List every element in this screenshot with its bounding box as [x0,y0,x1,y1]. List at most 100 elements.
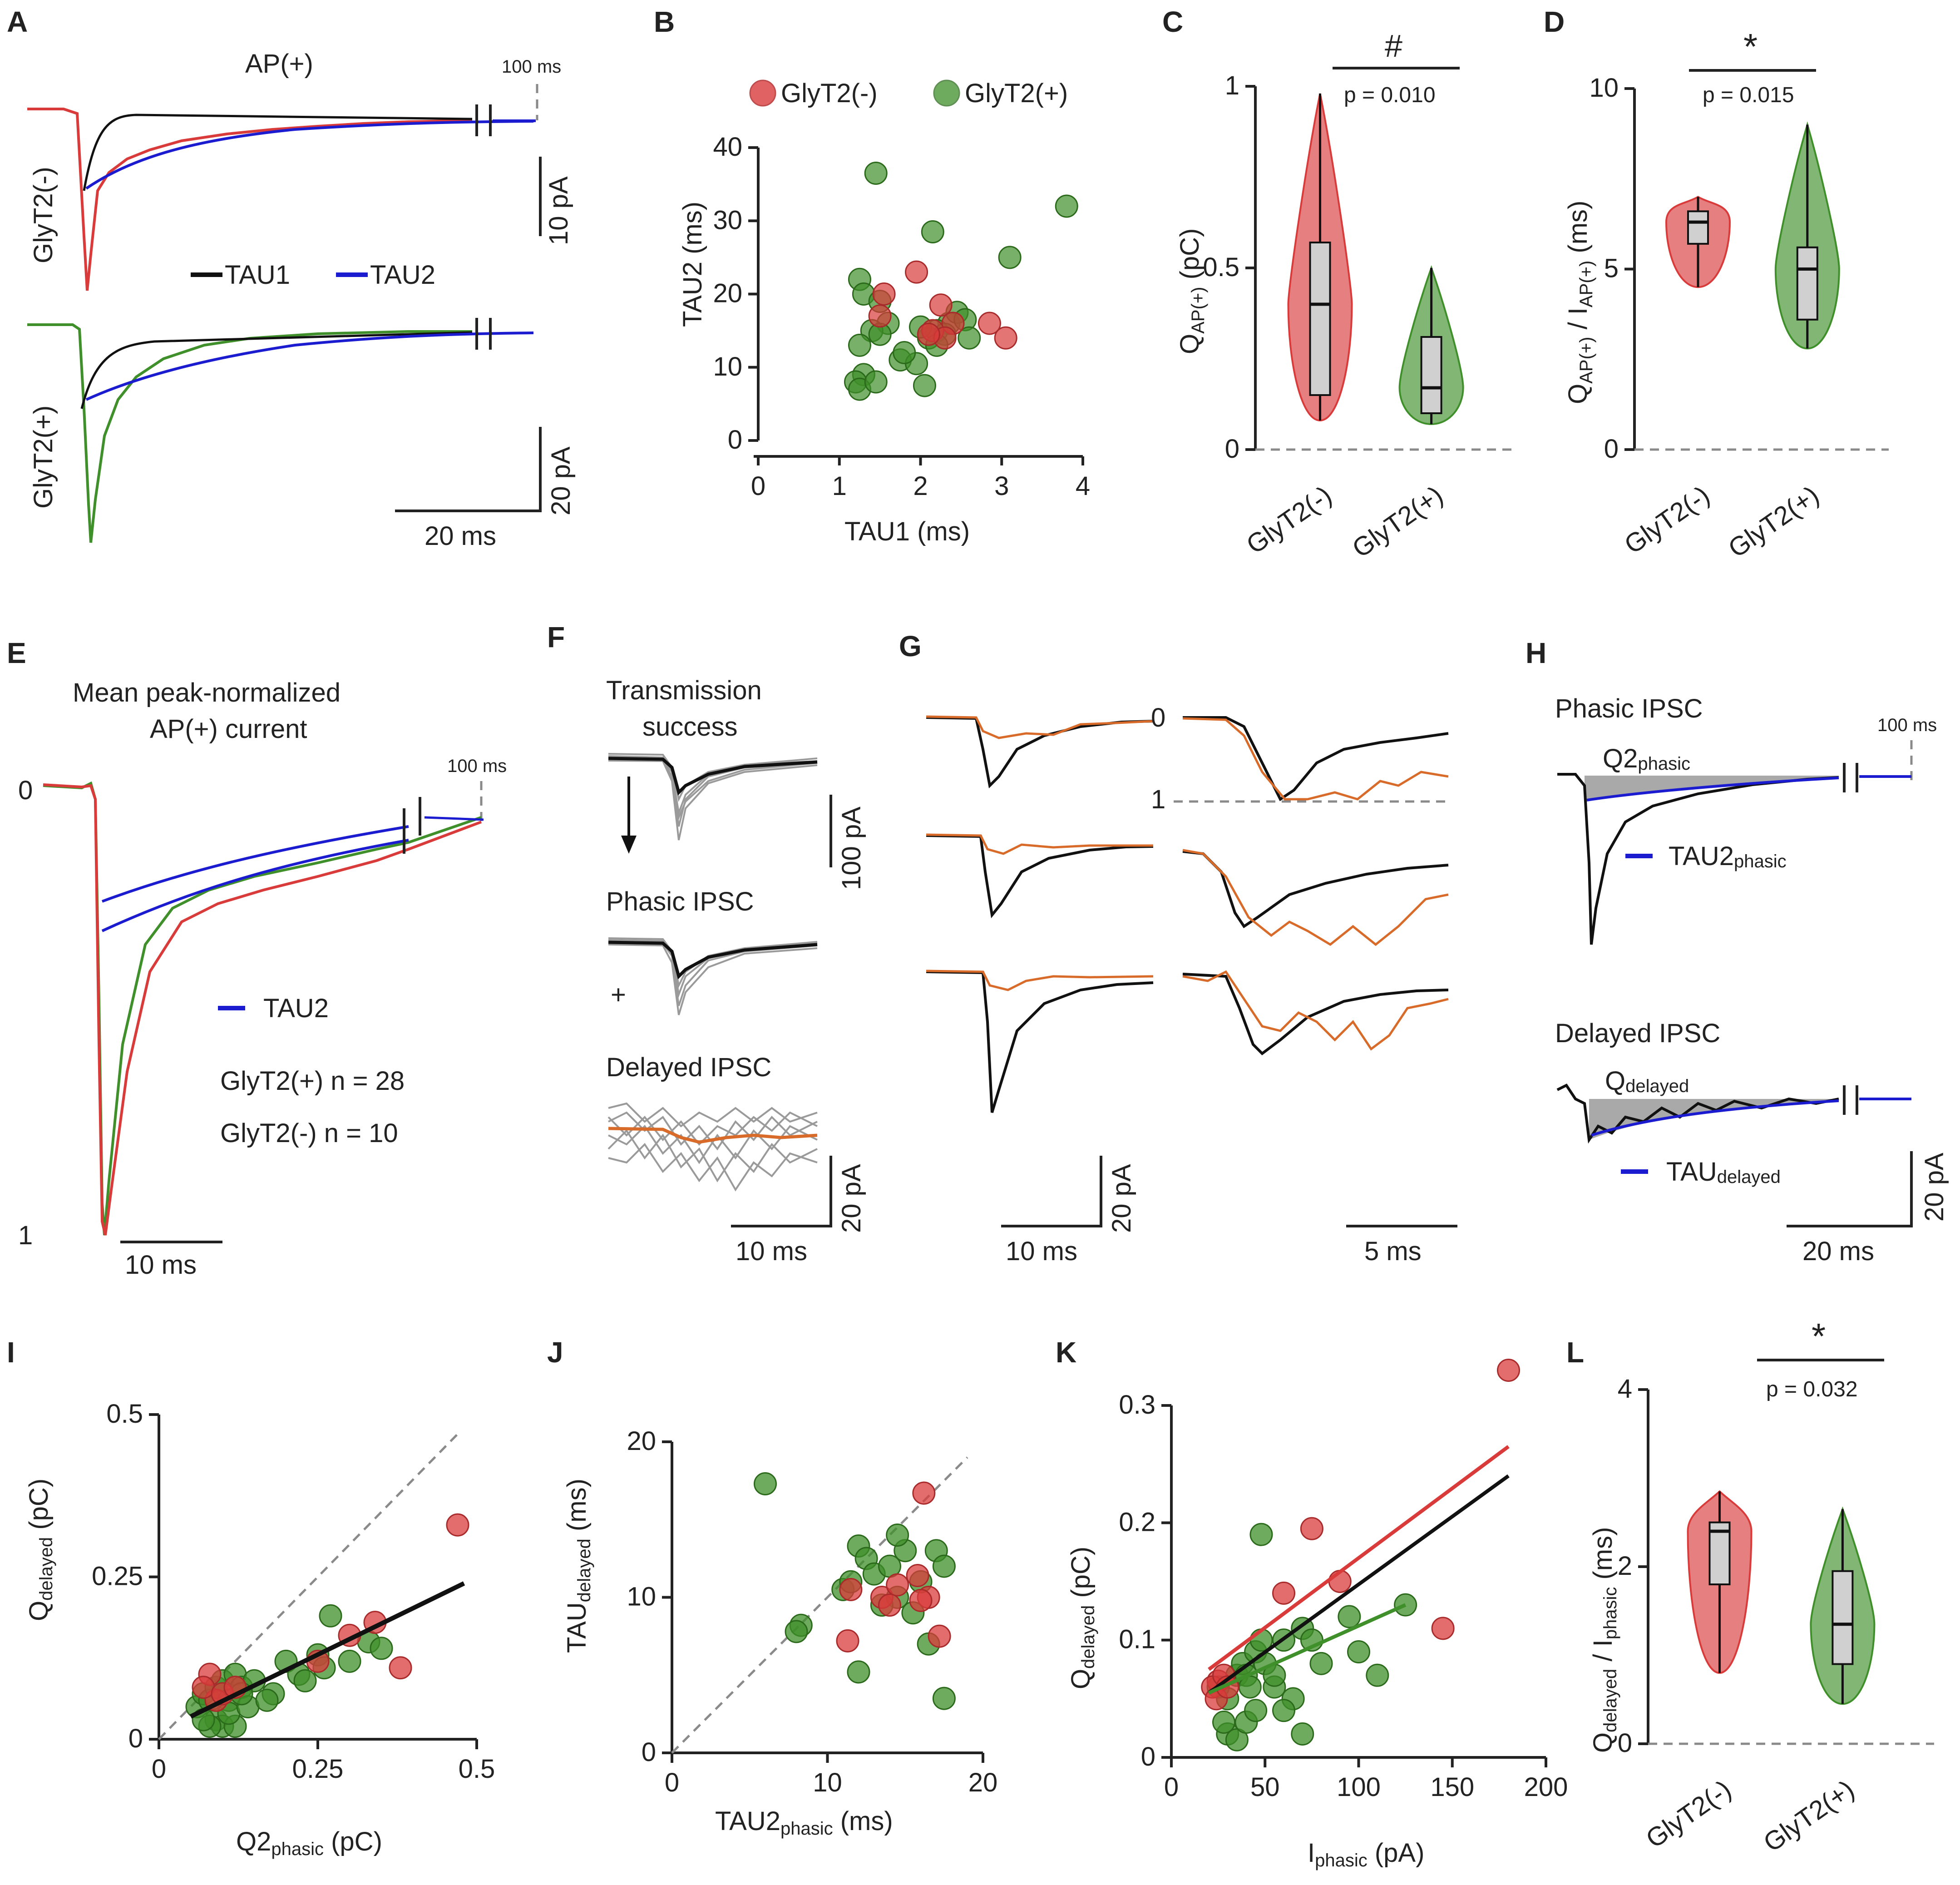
panel-b-point-glyt2-neg [868,304,892,328]
panel-k-point-glyt2-pos [1272,1699,1295,1722]
panel-k-point-glyt2-pos [1366,1663,1389,1687]
panel-c-plot: 0 0.5 1 GlyT2(-) GlyT2(+) [1203,71,1514,564]
panel-d-plot: 0 5 10 GlyT2(-) GlyT2(+) [1589,73,1889,564]
panel-f-scale-100pa: 100 pA [837,806,866,890]
panel-j-point-glyt2-pos [754,1472,777,1495]
panel-a-legend-tau1: TAU1 [225,260,290,290]
panel-a-scale-10pa: 10 pA [544,176,573,245]
panel-h-label-delayed: Delayed IPSC [1555,1019,1720,1048]
panel-a-scale-100ms: 100 ms [502,57,561,77]
panel-h-tau2-label: TAU2phasic [1669,841,1787,871]
panel-h-tau-delayed-label: TAUdelayed [1666,1157,1781,1187]
panel-label-j: J [547,1336,563,1369]
panel-a-legend-tau2: TAU2 [370,260,435,290]
panel-g-left-2-orange [926,833,1153,855]
panel-l-significance: * [1812,1316,1826,1356]
panel-i-point-glyt2-pos [255,1688,279,1712]
panel-f-label-phasic: Phasic IPSC [606,887,754,916]
panel-i-xlabel: Q2phasic (pC) [236,1827,382,1859]
panel-b-y-tick-label: 10 [713,352,742,381]
panel-d-y-tick-label: 5 [1604,254,1619,283]
panel-a: AP(+) 100 ms GlyT2(-) GlyT2(+) TAU1 TAU2… [27,49,576,551]
panel-j-plot: 0 10 20 0 10 20 [627,1426,997,1797]
panel-i-y-tick-label: 0.25 [92,1562,143,1591]
panel-i-identity-line [158,1430,462,1740]
panel-b-point-glyt2-neg [872,282,896,306]
panel-e-title-line1: Mean peak-normalized [73,678,341,707]
panel-l-box [1832,1570,1854,1665]
panel-k-fit-line-2 [1208,1603,1407,1695]
panel-g-left-3-black [926,970,1154,1113]
panel-j-point-glyt2-pos [785,1620,808,1643]
panel-g-scalebar-20pa-10ms [1001,1156,1102,1227]
panel-k-x-tick-label: 150 [1430,1772,1474,1802]
panel-i: 0 0.25 0.5 0 0.25 0.5 Q2phasic (pC) Qdelayed … [24,1399,495,1859]
panel-a-scale-20ms: 20 ms [425,521,496,551]
panel-k-point-glyt2-pos [1347,1640,1370,1663]
panel-c-y-tick-label: 0 [1225,434,1239,464]
panel-i-x-tick-label: 0 [152,1754,166,1784]
panel-k-x-tick-label: 100 [1337,1772,1381,1802]
panel-a-scale-20pa: 20 pA [546,446,576,515]
panel-e-legend-tau2: TAU2 [263,994,329,1023]
panel-k-point-glyt2-pos [1338,1605,1361,1628]
panel-b-point-glyt2-neg [929,293,953,317]
panel-i-point-glyt2-neg [446,1513,469,1537]
panel-j-point-glyt2-neg [928,1624,951,1648]
panel-j-ylabel: TAUdelayed (ms) [562,1479,594,1653]
panel-a-trace-blue-bottom [85,331,534,401]
panel-l-y-tick-label: 4 [1618,1374,1632,1404]
panel-a-ylabel-bottom: GlyT2(+) [29,406,58,509]
panel-b-legend-red-swatch [749,79,776,107]
panel-j: 0 10 20 0 10 20 TAU2phasic (ms) TAUdelayed (m… [562,1426,997,1839]
panel-g-right-1-orange [1182,717,1449,801]
panel-l-plot: 0 2 4 GlyT2(-) GlyT2(+) [1618,1374,1934,1858]
panel-k-fit-line-0 [1208,1445,1510,1671]
panel-i-plot: 0 0.25 0.5 0 0.25 0.5 [92,1399,495,1784]
panel-g-left-3-orange [926,970,1154,991]
panel-c-box [1420,336,1442,414]
panel-g-left-1-orange [926,715,1154,739]
panel-a-title: AP(+) [245,49,313,79]
panel-i-point-glyt2-neg [389,1656,412,1680]
panel-d-significance: * [1743,26,1758,67]
panel-h: Phasic IPSC 100 ms Q2phasic TAU2phasic D… [1555,694,1949,1266]
panel-i-y-tick-label: 0 [128,1724,143,1753]
panel-k-y-tick-label: 0.1 [1119,1625,1155,1654]
panel-k-plot: 0 50 100 150 200 0 0.1 0.2 0.3 [1119,1359,1568,1802]
panel-b-point-glyt2-pos [864,370,888,394]
panel-k-x-tick-label: 0 [1164,1772,1179,1802]
panel-label-i: I [7,1336,15,1369]
panel-g-y1: 1 [1151,785,1165,814]
panel-j-x-tick-label: 20 [968,1768,998,1797]
panel-b-x-tick-label: 2 [913,471,928,501]
panel-g-right-3-orange [1182,970,1449,1051]
panel-k-point-glyt2-neg [1431,1617,1455,1640]
panel-label-a: A [7,5,28,38]
panel-b-x-tick-label: 3 [994,471,1009,501]
panel-f-phasic-traces [608,937,818,1015]
panel-b-point-glyt2-neg [978,312,1001,335]
panel-f-arrow-head [621,836,637,854]
panel-label-l: L [1566,1336,1584,1369]
panel-label-f: F [547,621,565,653]
panel-a-trace-red-top [27,108,473,291]
panel-f-label-delayed: Delayed IPSC [606,1053,771,1082]
panel-d-box [1796,246,1818,321]
panel-i-point-glyt2-pos [293,1669,317,1692]
panel-e-fit-blue-1 [101,825,409,903]
panel-k-ylabel: Qdelayed (pC) [1066,1547,1098,1689]
panel-k-point-glyt2-pos [1291,1722,1314,1746]
panel-g-scale-20pa: 20 pA [1107,1164,1136,1233]
panel-f: Transmission success Phasic IPSC + Delay… [606,676,866,1266]
panel-label-e: E [7,637,26,669]
panel-f-label-success-1: Transmission [606,676,762,705]
panel-l-ylabel: Qdelayed / Iphasic (ms) [1588,1527,1620,1753]
panel-j-xlabel: TAU2phasic (ms) [715,1806,893,1839]
panel-c: # p = 0.010 0 0.5 1 GlyT2(-) GlyT2(+) QAP(+)… [1175,28,1514,564]
panel-k-point-glyt2-pos [1249,1523,1273,1546]
panel-e-trace-green [43,781,482,1236]
panel-l-category-label: GlyT2(-) [1640,1774,1736,1854]
panel-c-category-label: GlyT2(-) [1241,480,1337,559]
